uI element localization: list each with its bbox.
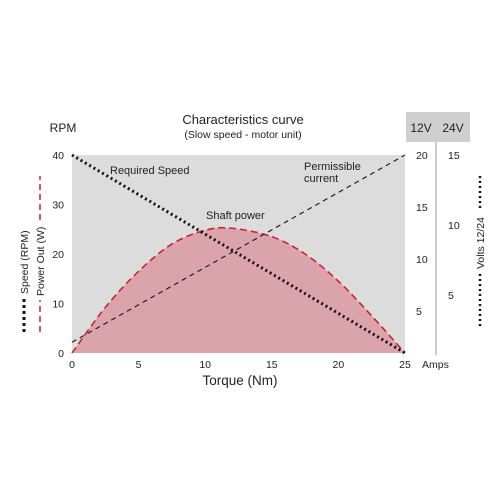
volts-legend: Volts 12/24 [475, 176, 487, 326]
speed-legend-label: Speed (RPM) [19, 230, 31, 294]
speed-legend: Speed (RPM) [19, 230, 31, 332]
x-axis-label: Torque (Nm) [202, 373, 277, 388]
amps-24v-tick-label: 10 [448, 220, 460, 232]
rpm-tick-label: 10 [52, 299, 64, 311]
rpm-axis-unit: RPM [50, 121, 77, 135]
power-fill-area [72, 227, 405, 353]
annotation-shaft-power: Shaft power [206, 210, 265, 222]
power-legend-label: Power Out (W) [35, 227, 47, 296]
annotation-permissible-current: Permissible current [304, 161, 364, 185]
amps-12v-tick-label: 20 [416, 150, 428, 162]
x-tick-label: 25 [399, 359, 411, 371]
axis-unit-24v: 24V [442, 121, 463, 135]
amps-12v-tick-label: 5 [416, 306, 422, 318]
rpm-tick-label: 40 [52, 150, 64, 162]
permissible-current-line [71, 154, 406, 343]
amps-12v-tick-label: 10 [416, 254, 428, 266]
power-layer [71, 226, 406, 354]
axis-unit-12v: 12V [410, 121, 431, 135]
amps-24v-tick-label: 15 [448, 150, 460, 162]
chart-subtitle: (Slow speed - motor unit) [184, 129, 301, 141]
volts-legend-label: Volts 12/24 [475, 217, 487, 269]
ticks-layer: 0 5 10 15 20 25 0 10 20 30 40 5 10 15 20 5 10 15 [52, 150, 460, 371]
amps-label: Amps [422, 359, 449, 371]
rpm-tick-label: 20 [52, 249, 64, 261]
x-tick-label: 15 [266, 359, 278, 371]
lines-layer [71, 153, 406, 355]
x-tick-label: 20 [333, 359, 345, 371]
power-curve-line [71, 226, 406, 354]
voltage-header-band [406, 112, 470, 142]
chart-title: Characteristics curve [182, 112, 303, 127]
power-legend: Power Out (W) [35, 176, 47, 332]
annotation-required-speed: Required Speed [110, 165, 190, 177]
rpm-tick-label: 0 [58, 348, 64, 360]
x-tick-label: 0 [69, 359, 75, 371]
amps-12v-tick-label: 15 [416, 202, 428, 214]
rpm-tick-label: 30 [52, 200, 64, 212]
x-tick-label: 10 [199, 359, 211, 371]
x-tick-label: 5 [136, 359, 142, 371]
amps-24v-tick-label: 5 [448, 290, 454, 302]
